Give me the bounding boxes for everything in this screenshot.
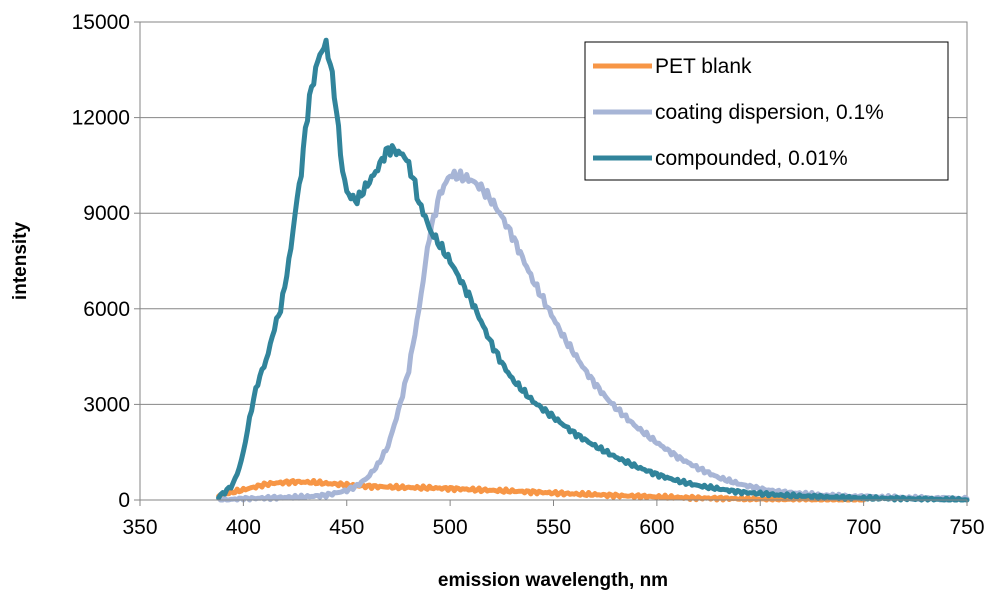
x-tick-label: 650	[743, 516, 778, 539]
y-tick-label: 3000	[83, 393, 130, 416]
x-tick-label: 350	[122, 516, 157, 539]
legend-label-3: compounded, 0.01%	[655, 147, 848, 170]
y-tick-label: 6000	[83, 298, 130, 321]
x-tick-label: 600	[639, 516, 674, 539]
x-tick-label: 400	[226, 516, 261, 539]
series-line-3	[216, 37, 970, 503]
y-tick-label: 15000	[72, 11, 130, 34]
legend: PET blank coating dispersion, 0.1% compoun…	[584, 41, 949, 181]
legend-label-1: PET blank	[655, 55, 752, 78]
y-tick-label: 12000	[72, 107, 130, 130]
x-axis-ticks: 350 400 450 500 550 600 650 700 750	[122, 500, 985, 539]
series-line-2	[216, 168, 970, 503]
x-tick-label: 750	[949, 516, 984, 539]
x-tick-label: 500	[433, 516, 468, 539]
x-tick-label: 550	[536, 516, 571, 539]
legend-label-2: coating dispersion, 0.1%	[655, 101, 884, 124]
y-tick-label: 0	[118, 489, 130, 512]
x-axis-title: emission wavelength, nm	[438, 570, 668, 591]
x-tick-label: 450	[329, 516, 364, 539]
y-tick-label: 9000	[83, 202, 130, 225]
x-tick-label: 700	[846, 516, 881, 539]
y-axis-ticks: 0 3000 6000 9000 12000 15000	[72, 11, 140, 512]
y-axis-title: intensity	[10, 222, 31, 301]
